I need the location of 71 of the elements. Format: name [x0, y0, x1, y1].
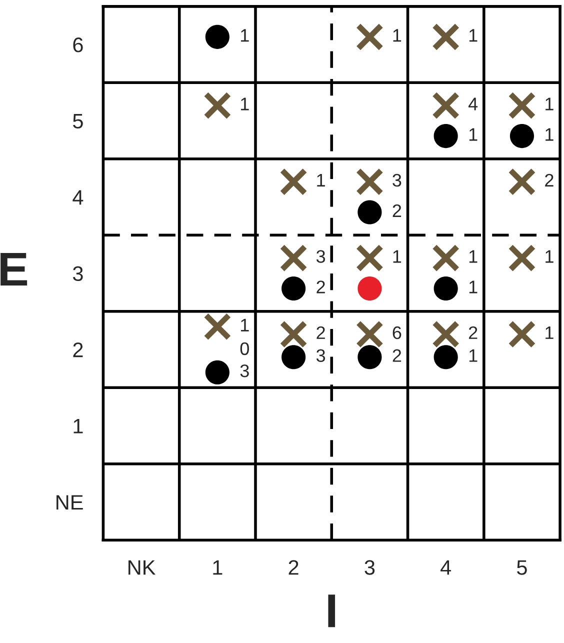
annotation: 1 [469, 250, 478, 263]
annotation: 3 [316, 349, 326, 362]
point [358, 200, 382, 224]
annotation: 2 [545, 174, 554, 186]
point [508, 92, 536, 120]
annotation: 1 [241, 29, 249, 42]
annotation: 1 [546, 98, 554, 110]
annotation: 4 [468, 98, 478, 110]
y-tick-label: 5 [73, 114, 83, 129]
y-tick-label: 1 [74, 418, 83, 434]
annotation: 1 [546, 128, 554, 141]
point [356, 22, 384, 51]
point [508, 168, 536, 196]
annotation: 1 [469, 280, 478, 294]
point [282, 345, 306, 370]
annotation: 1 [241, 98, 249, 110]
point [205, 360, 230, 384]
point [434, 345, 458, 370]
annotation: 3 [316, 250, 326, 263]
annotation: 1 [546, 326, 554, 339]
point [434, 124, 458, 148]
point [432, 22, 460, 51]
annotation: 1 [393, 250, 402, 263]
x-tick-label: 1 [213, 560, 222, 575]
point [280, 244, 308, 272]
annotation: 1 [241, 318, 249, 332]
x-tick-label: 2 [288, 560, 298, 575]
point [434, 276, 458, 301]
point [356, 244, 384, 272]
y-tick-label: 4 [72, 190, 84, 205]
point [508, 320, 536, 348]
point [432, 92, 460, 120]
x-tick-label: 4 [440, 560, 452, 575]
annotation: 3 [240, 364, 249, 378]
annotation: 6 [392, 326, 402, 340]
x-axis-title: I [328, 594, 336, 628]
point [280, 168, 308, 196]
annotation: 2 [468, 326, 478, 339]
annotation: 1 [469, 349, 478, 362]
point [282, 276, 306, 301]
point [280, 320, 308, 348]
x-tick-label: NK [128, 560, 156, 575]
point [205, 24, 230, 49]
annotation: 1 [393, 29, 402, 42]
point [432, 244, 460, 272]
point [203, 312, 232, 341]
x-tick-label: 3 [364, 560, 375, 575]
annotation: 1 [469, 29, 478, 42]
point [356, 168, 384, 196]
y-tick-label: 2 [73, 342, 83, 358]
point [510, 124, 534, 148]
point [203, 92, 232, 120]
annotation: 2 [392, 349, 402, 362]
annotation: 1 [317, 174, 325, 186]
y-axis-title: E [0, 253, 28, 286]
annotation: 0 [240, 342, 249, 356]
annotation: 1 [546, 250, 554, 263]
point [358, 345, 382, 370]
annotation: 3 [392, 174, 402, 187]
annotation: 1 [469, 128, 478, 141]
point [356, 320, 384, 348]
annotation: 2 [316, 326, 325, 339]
annotation: 2 [316, 280, 325, 294]
x-tick-label: 5 [517, 560, 527, 575]
y-tick-label: 3 [72, 266, 83, 282]
point [432, 320, 460, 348]
annotation: 2 [392, 204, 402, 217]
y-tick-label: 6 [73, 38, 83, 52]
point [508, 244, 536, 272]
y-tick-label: NE [56, 495, 83, 510]
point [358, 276, 382, 301]
